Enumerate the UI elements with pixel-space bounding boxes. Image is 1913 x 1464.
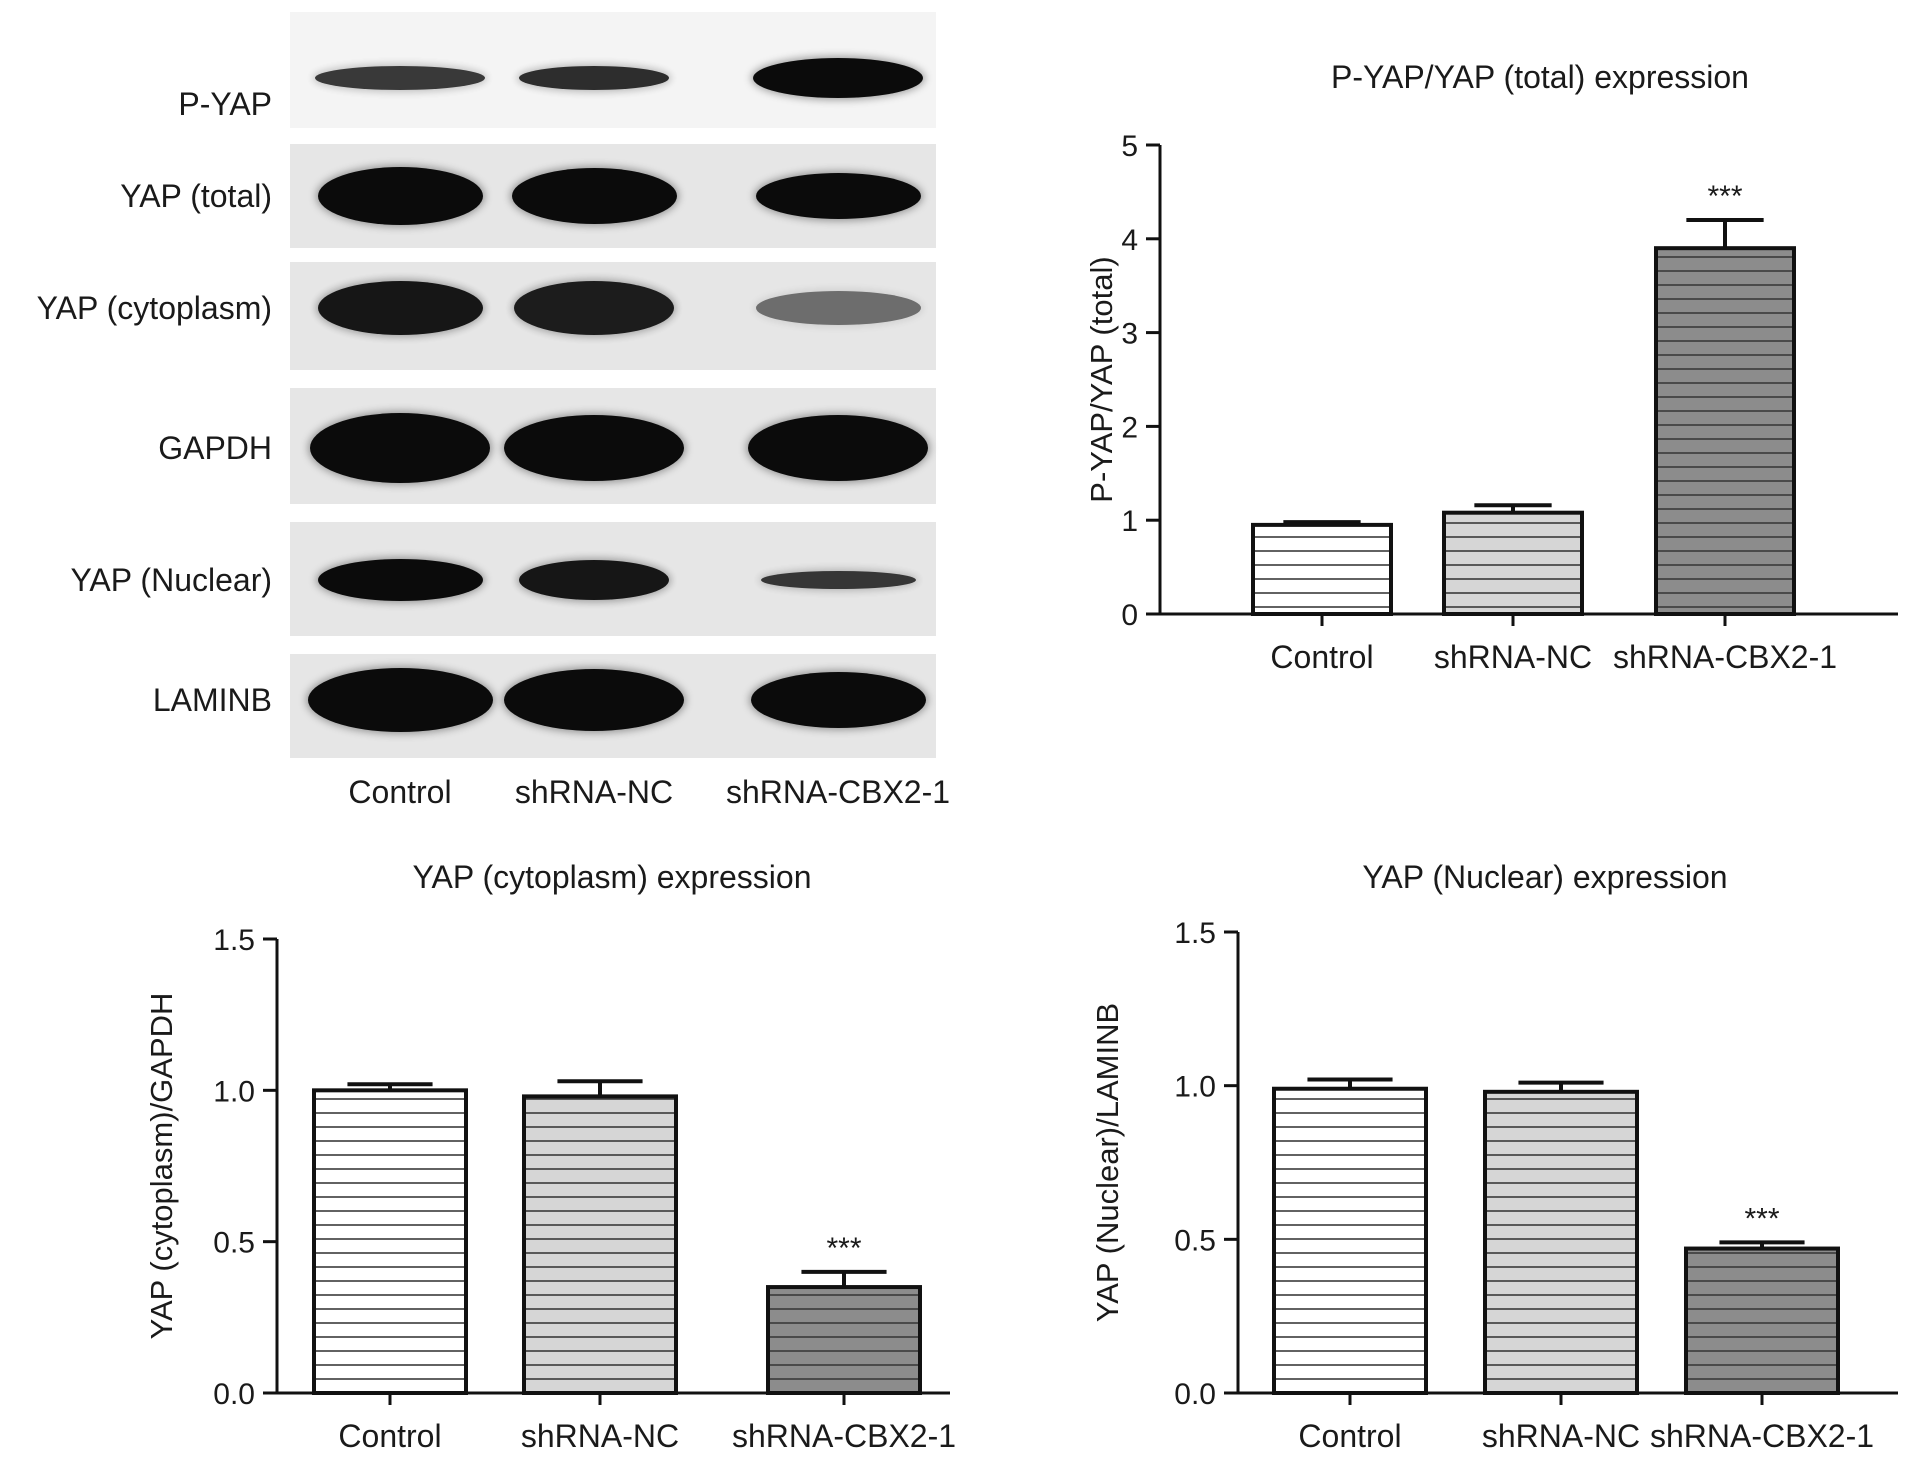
- blot-band: [317, 559, 483, 601]
- blot-row-label: GAPDH: [158, 430, 272, 466]
- blot-row-label: P-YAP: [178, 86, 272, 122]
- blot-band: [307, 668, 493, 732]
- x-tick-label: shRNA-NC: [1434, 639, 1592, 675]
- y-tick-label: 1: [1121, 505, 1138, 538]
- blot-lane-label: Control: [348, 774, 452, 810]
- blot-band: [760, 571, 916, 589]
- x-tick-label: Control: [1270, 639, 1373, 675]
- y-axis-label: P-YAP/YAP (total): [1084, 256, 1119, 502]
- significance-label: ***: [1744, 1202, 1779, 1235]
- x-tick-label: shRNA-CBX2-1: [1613, 639, 1837, 675]
- bar: [1654, 246, 1796, 616]
- y-tick-label: 1.5: [1174, 917, 1216, 950]
- bar-chart-svg: YAP (Nuclear) expression YAP (Nuclear)/LA…: [1090, 859, 1898, 1454]
- blot-row-label: YAP (Nuclear): [70, 562, 272, 598]
- blot-band: [511, 168, 677, 224]
- bar: [1483, 1089, 1639, 1396]
- blot-row-label: LAMINB: [152, 682, 272, 718]
- blot-band: [514, 281, 674, 335]
- bar: [1272, 1086, 1428, 1396]
- bar: [766, 1285, 922, 1396]
- blot-lane-label: shRNA-CBX2-1: [725, 774, 951, 810]
- x-tick-label: shRNA-CBX2-1: [1650, 1418, 1874, 1454]
- y-axis-label: YAP (Nuclear)/LAMINB: [1090, 1003, 1125, 1322]
- y-tick-label: 5: [1121, 130, 1138, 163]
- y-tick-label: 0.5: [1174, 1224, 1216, 1257]
- chart-title: YAP (cytoplasm) expression: [413, 859, 812, 895]
- blot-band: [750, 672, 926, 728]
- y-tick-label: 3: [1121, 318, 1138, 351]
- chart-yap-cytoplasm: YAP (cytoplasm) expression YAP (cytoplasm…: [110, 840, 990, 1464]
- significance-label: ***: [1707, 180, 1742, 213]
- y-tick-label: 0.5: [213, 1227, 255, 1260]
- blot-band: [519, 560, 669, 600]
- blot-row-label: YAP (total): [120, 178, 272, 214]
- chart-yap-nuclear: YAP (Nuclear) expression YAP (Nuclear)/LA…: [1060, 840, 1913, 1464]
- y-tick-label: 4: [1121, 224, 1138, 257]
- bar-chart-svg: P-YAP/YAP (total) expression P-YAP/YAP (t…: [1084, 59, 1898, 675]
- blot-band: [504, 669, 684, 731]
- significance-label: ***: [826, 1232, 861, 1265]
- bar: [312, 1088, 468, 1395]
- x-tick-label: shRNA-NC: [521, 1418, 679, 1454]
- blot-band: [753, 58, 923, 98]
- blot-band: [748, 415, 928, 481]
- blot-band: [315, 66, 485, 90]
- y-tick-label: 0: [1121, 599, 1138, 632]
- x-tick-label: shRNA-CBX2-1: [732, 1418, 956, 1454]
- y-tick-label: 1.0: [213, 1075, 255, 1108]
- bar: [522, 1094, 678, 1395]
- y-tick-label: 0.0: [213, 1378, 255, 1411]
- blot-band: [755, 173, 921, 219]
- bar: [1251, 522, 1393, 617]
- y-tick-label: 0.0: [1174, 1378, 1216, 1411]
- y-tick-label: 1.0: [1174, 1071, 1216, 1104]
- blot-lane-label: shRNA-NC: [514, 774, 674, 810]
- chart-pyap-total: P-YAP/YAP (total) expression P-YAP/YAP (t…: [1000, 40, 1913, 700]
- blot-band: [755, 291, 921, 325]
- y-tick-label: 2: [1121, 411, 1138, 444]
- bar: [1684, 1246, 1840, 1396]
- bar-chart-svg: YAP (cytoplasm) expression YAP (cytoplasm…: [144, 859, 956, 1454]
- blot-band: [317, 281, 483, 335]
- y-axis-label: YAP (cytoplasm)/GAPDH: [144, 993, 179, 1340]
- chart-title: P-YAP/YAP (total) expression: [1331, 59, 1749, 95]
- x-tick-label: shRNA-NC: [1482, 1418, 1640, 1454]
- blot-band: [310, 413, 490, 483]
- x-tick-label: Control: [1298, 1418, 1401, 1454]
- blot-band: [317, 167, 483, 225]
- blot-band: [519, 66, 669, 90]
- blot-row-label: YAP (cytoplasm): [36, 290, 272, 326]
- blot-band: [504, 415, 684, 481]
- bar: [1442, 510, 1584, 617]
- chart-title: YAP (Nuclear) expression: [1362, 859, 1727, 895]
- x-tick-label: Control: [338, 1418, 441, 1454]
- y-tick-label: 1.5: [213, 924, 255, 957]
